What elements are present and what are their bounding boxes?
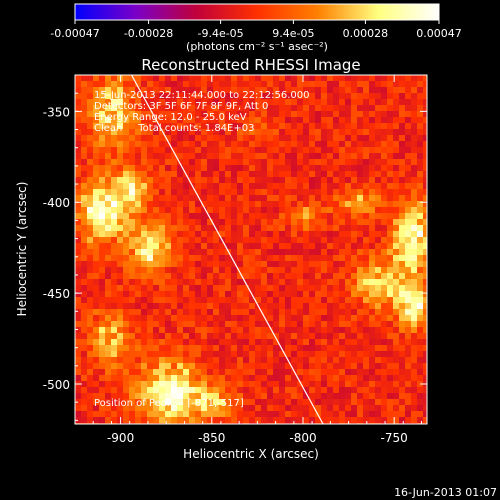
y-tick-label: -350 — [43, 105, 70, 119]
y-tick-label: -500 — [43, 378, 70, 392]
colorbar-tick-label: -9.4e-05 — [197, 27, 243, 40]
peak-position-label: Position of Peak = [-871,-517] — [94, 398, 244, 409]
info-line-total-counts: Clean Total counts: 1.84E+03 — [94, 123, 254, 134]
y-tick-label: -400 — [43, 196, 70, 210]
x-tick-label: -850 — [198, 431, 225, 445]
info-line-energy-range: Energy Range: 12.0 - 25.0 keV — [94, 112, 247, 123]
axis-ticks: -900 -850 -800 -750 -350 -400 -450 -500 — [43, 74, 427, 445]
chart-title: Reconstructed RHESSI Image — [141, 56, 360, 74]
x-tick-label: -900 — [107, 431, 134, 445]
heatmap-image — [75, 75, 427, 424]
x-tick-label: -800 — [289, 431, 316, 445]
plot-frame — [74, 74, 428, 425]
y-tick-label: -450 — [43, 287, 70, 301]
info-line-detectors: Detectors: 3F 5F 6F 7F 8F 9F, Att 0 — [94, 101, 268, 112]
colorbar-tick-label: 0.00047 — [416, 27, 462, 40]
info-line-time-range: 15-Jun-2013 22:11:44.000 to 22:12:56.000 — [94, 90, 310, 101]
colorbar-tick-label: 0.00028 — [343, 27, 389, 40]
colorbar-tick-label: -0.00028 — [124, 27, 173, 40]
footer-timestamp: 16-Jun-2013 01:07 — [394, 486, 497, 499]
colorbar-ticks: -0.00047 -0.00028 -9.4e-05 9.4e-05 0.00028 0.… — [50, 20, 462, 40]
colorbar — [74, 3, 440, 21]
x-tick-label: -750 — [381, 431, 408, 445]
colorbar-tick-label: -0.00047 — [50, 27, 99, 40]
x-axis-label: Heliocentric X (arcsec) — [183, 447, 319, 461]
y-axis-label: Heliocentric Y (arcsec) — [15, 182, 29, 317]
solar-limb-line — [131, 75, 324, 424]
colorbar-tick-label: 9.4e-05 — [272, 27, 314, 40]
colorbar-units: (photons cm⁻² s⁻¹ asec⁻²) — [186, 40, 328, 53]
